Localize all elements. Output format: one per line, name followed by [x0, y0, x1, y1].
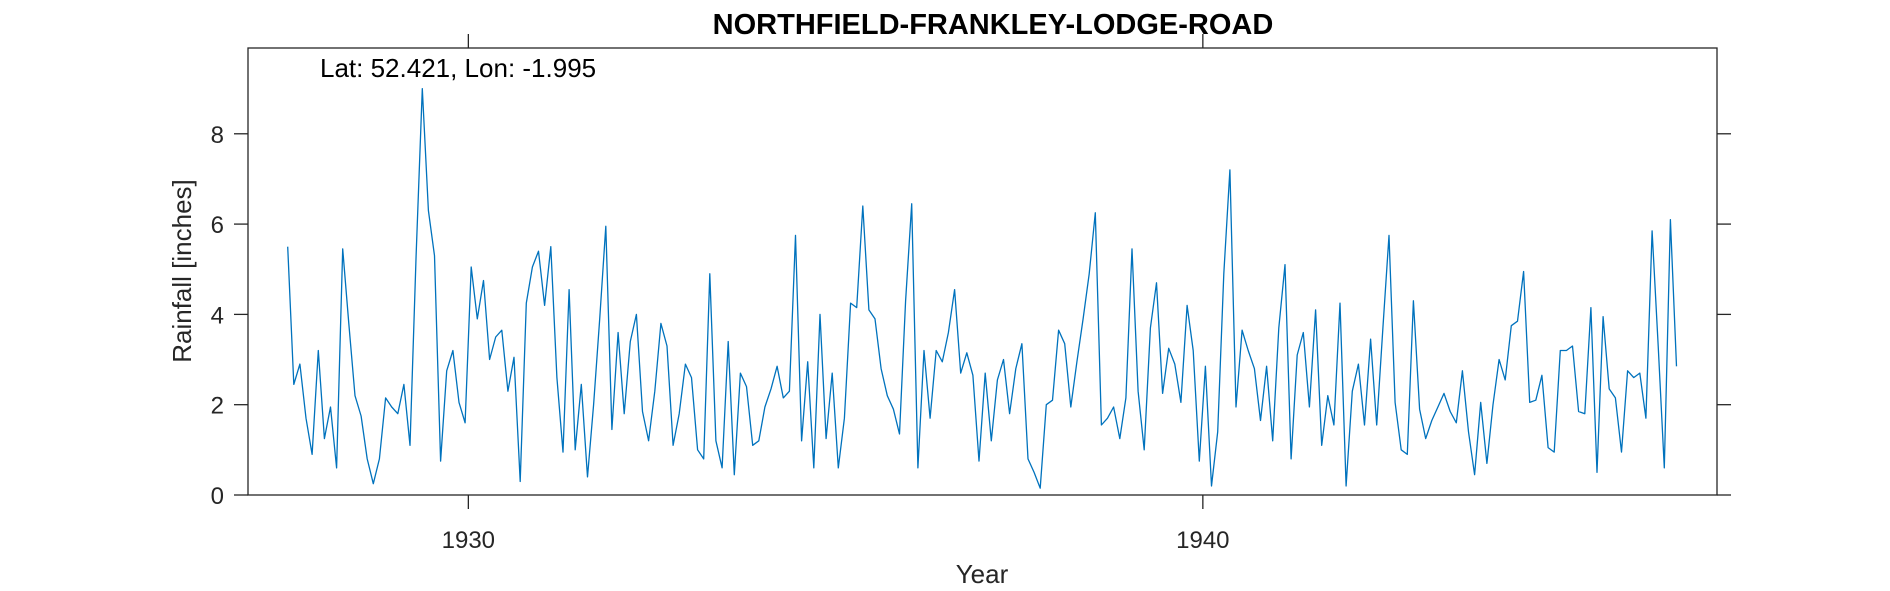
y-tick-label: 4 — [211, 302, 224, 329]
x-axis-label: Year — [956, 559, 1009, 589]
y-tick-label: 8 — [211, 122, 224, 149]
plot-area — [247, 47, 1718, 496]
y-tick-label: 6 — [211, 212, 224, 239]
y-tick-label: 0 — [211, 483, 224, 510]
rainfall-series-line — [287, 87, 1678, 489]
chart-title: NORTHFIELD-FRANKLEY-LODGE-ROAD — [713, 9, 1274, 41]
x-tick-label: 1930 — [442, 527, 495, 554]
x-tick-label: 1940 — [1176, 527, 1229, 554]
y-axis-label: Rainfall [inches] — [167, 179, 197, 363]
station-coordinates-annotation: Lat: 52.421, Lon: -1.995 — [320, 53, 596, 83]
axis-tick-labels: 0 2 4 6 8 1930 1940 — [211, 122, 1230, 554]
y-tick-label: 2 — [211, 393, 224, 420]
axis-ticks — [234, 34, 1731, 509]
